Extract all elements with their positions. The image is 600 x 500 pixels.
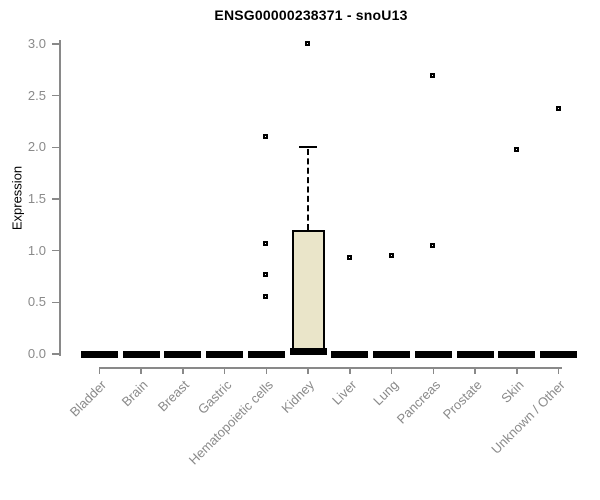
outlier-point [263,294,269,300]
x-tick-label: Pancreas [393,377,443,427]
y-tick [52,198,60,200]
x-tick-label: Unknown / Other [488,377,568,457]
x-tick [307,367,309,374]
y-tick-label: 0.5 [27,294,46,310]
y-tick-label: 2.5 [27,87,46,103]
median-bar [289,348,327,356]
outlier-point [513,147,519,153]
x-tick-label: Breast [155,377,193,415]
y-tick [52,249,60,252]
y-tick-label: 0.0 [27,346,46,361]
outlier-point [430,73,436,79]
whisker [307,149,310,230]
median-bar [540,350,578,358]
x-tick [474,367,476,374]
y-tick-label: 3.0 [27,36,46,51]
x-tick [390,367,393,374]
median-bar [498,350,536,358]
y-tick [52,301,60,304]
x-tick [516,367,518,374]
outlier-point [305,41,311,46]
median-bar [122,350,160,358]
box [291,230,325,352]
chart-title: ENSG00000238371 - snoU13 [214,7,408,23]
x-tick-label: Bladder [66,377,109,420]
median-bar [414,350,452,358]
x-tick [140,367,142,374]
x-tick [557,367,560,374]
x-tick [182,367,184,374]
median-bar [206,350,244,358]
y-axis-line [59,40,61,356]
outlier-point [263,272,269,278]
y-tick [52,94,60,97]
y-tick-label: 1.0 [27,242,46,258]
y-tick [52,43,60,45]
y-tick [52,146,60,149]
x-tick-label: Prostate [439,377,485,423]
median-bar [247,350,285,358]
x-tick-label: Skin [497,377,527,406]
x-tick-label: Kidney [278,377,318,416]
x-tick-label: Gastric [194,377,235,417]
x-tick [349,367,351,374]
x-tick [223,367,226,374]
x-tick-label: Liver [328,377,360,408]
median-bar [373,350,411,358]
outlier-point [346,254,352,260]
x-tick-label: Brain [118,377,151,410]
outlier-point [555,106,561,112]
outlier-point [263,134,269,139]
x-tick-label: Lung [369,377,401,409]
median-bar [164,350,202,358]
x-tick [265,367,268,374]
whisker-cap [299,146,318,149]
x-axis-line [99,367,562,369]
median-bar [456,350,494,358]
outlier-point [263,241,269,247]
x-tick [432,367,435,374]
y-tick-label: 1.5 [27,191,46,206]
y-tick-label: 2.0 [27,139,46,155]
outlier-point [430,242,436,248]
median-bar [331,350,369,358]
x-tick [98,367,101,374]
y-tick [52,353,60,355]
median-bar [81,350,118,358]
outlier-point [388,252,394,258]
